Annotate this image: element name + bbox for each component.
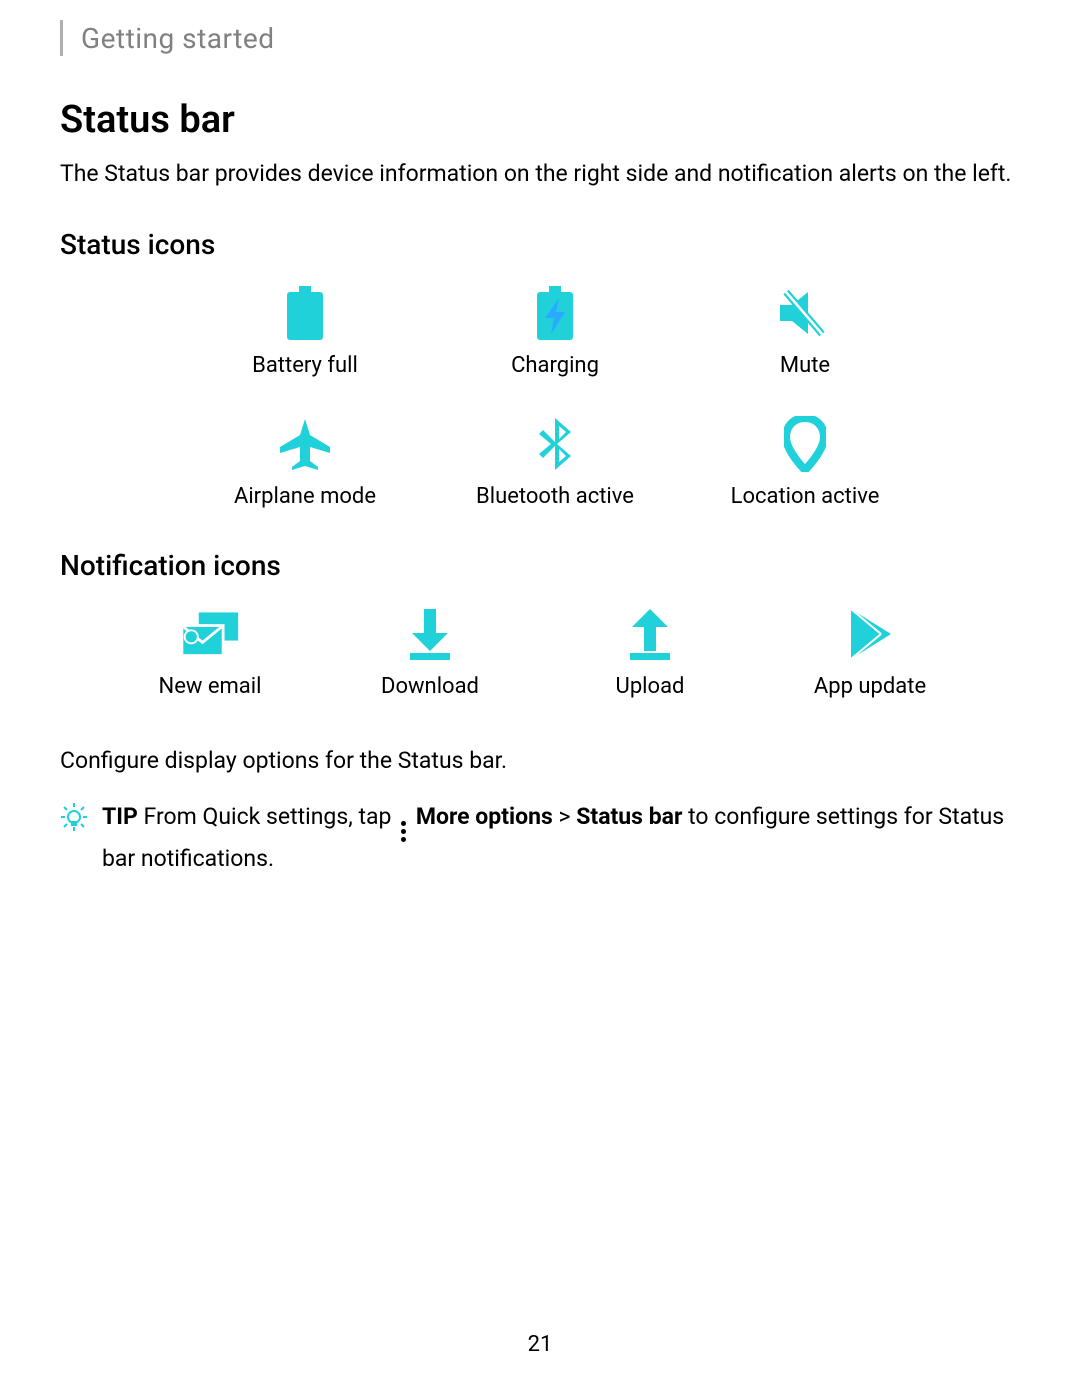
- tip-status-bar: Status bar: [576, 803, 682, 830]
- more-options-icon: [401, 821, 406, 842]
- bluetooth-icon: [525, 414, 585, 474]
- status-icons-heading: Status icons: [60, 228, 1020, 261]
- tip-text: TIP From Quick settings, tap More option…: [102, 800, 1020, 875]
- icon-label: Location active: [731, 484, 880, 509]
- charging-icon: [525, 283, 585, 343]
- notification-icons-heading: Notification icons: [60, 549, 1020, 582]
- upload-icon: [620, 604, 680, 664]
- notification-icon-item: New email: [100, 604, 320, 699]
- icon-label: Battery full: [252, 353, 358, 378]
- breadcrumb-accent-bar: [60, 20, 63, 56]
- icon-label: Bluetooth active: [476, 484, 634, 509]
- tip-pre: From Quick settings, tap: [144, 803, 392, 830]
- location-icon: [775, 414, 835, 474]
- breadcrumb-text: Getting started: [81, 22, 275, 55]
- tip-sep: >: [559, 803, 571, 830]
- configure-text: Configure display options for the Status…: [60, 747, 1020, 774]
- lightbulb-icon: [60, 802, 88, 841]
- page-title: Status bar: [60, 98, 1020, 142]
- notification-icon-item: Upload: [540, 604, 760, 699]
- tip-callout: TIP From Quick settings, tap More option…: [60, 800, 1020, 875]
- icon-label: Charging: [511, 353, 599, 378]
- new-email-icon: [180, 604, 240, 664]
- icon-label: New email: [159, 674, 262, 699]
- tip-label: TIP: [102, 803, 138, 830]
- status-icon-item: Mute: [680, 283, 930, 378]
- icon-label: Download: [381, 674, 479, 699]
- status-icons-grid: Battery full Charging Mute Airplane mode…: [180, 283, 930, 509]
- download-icon: [400, 604, 460, 664]
- icon-label: Airplane mode: [234, 484, 376, 509]
- mute-icon: [775, 283, 835, 343]
- icon-label: Mute: [780, 353, 830, 378]
- battery-full-icon: [275, 283, 335, 343]
- notification-icons-grid: New email Download Upload App update: [100, 604, 980, 699]
- notification-icon-item: App update: [760, 604, 980, 699]
- status-icon-item: Bluetooth active: [430, 414, 680, 509]
- airplane-mode-icon: [275, 414, 335, 474]
- page-number: 21: [0, 1332, 1080, 1357]
- breadcrumb: Getting started: [60, 20, 1020, 56]
- tip-more-options: More options: [416, 803, 553, 830]
- status-icon-item: Airplane mode: [180, 414, 430, 509]
- notification-icon-item: Download: [320, 604, 540, 699]
- icon-label: App update: [814, 674, 926, 699]
- status-icon-item: Battery full: [180, 283, 430, 378]
- intro-paragraph: The Status bar provides device informati…: [60, 158, 1020, 190]
- icon-label: Upload: [616, 674, 685, 699]
- app-update-icon: [840, 604, 900, 664]
- status-icon-item: Charging: [430, 283, 680, 378]
- status-icon-item: Location active: [680, 414, 930, 509]
